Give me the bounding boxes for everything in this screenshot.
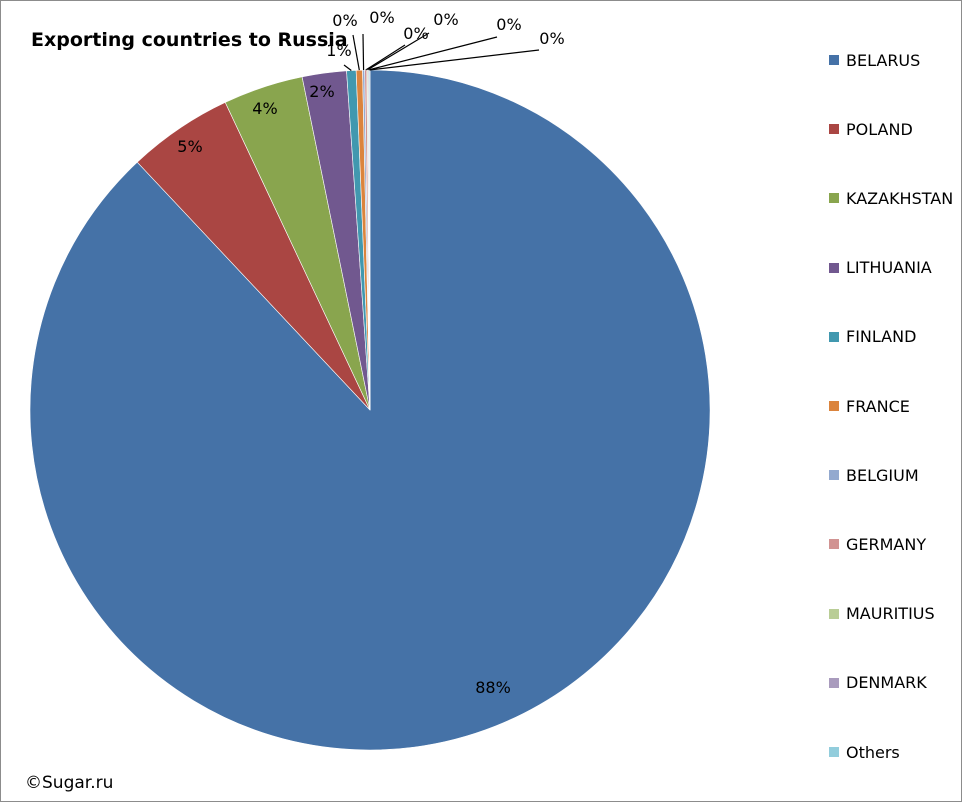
data-label-germany: 0% [403,24,428,43]
legend-item-denmark: DENMARK [829,673,927,693]
legend-item-germany: GERMANY [829,534,926,554]
legend-label: POLAND [846,119,913,139]
data-label-belgium: 0% [369,8,394,27]
leader-line-finland [343,64,352,71]
legend-label: BELGIUM [846,465,919,485]
legend-label: FRANCE [846,396,910,416]
legend-swatch [829,677,839,688]
legend-swatch [829,262,839,273]
leader-line-denmark [368,36,498,71]
legend-swatch [829,331,839,342]
leader-line-france [352,34,360,71]
legend-item-france: FRANCE [829,396,910,416]
legend-swatch [829,470,839,481]
leader-line-belgium [362,33,365,71]
legend-label: LITHUANIA [846,258,932,278]
legend-item-mauritius: MAURITIUS [829,604,935,624]
legend-item-others: Others [829,742,900,762]
legend-swatch [829,747,839,757]
data-label-others: 0% [539,29,564,48]
legend-item-belarus: BELARUS [829,50,920,70]
legend-label: FINLAND [846,327,917,347]
legend-label: KAZAKHSTAN [846,188,954,208]
legend-label: BELARUS [846,50,921,70]
data-label-mauritius: 0% [433,10,458,29]
data-label-poland: 5% [177,137,202,156]
data-label-denmark: 0% [496,15,521,34]
legend-item-lithuania: LITHUANIA [829,258,932,278]
data-label-kazakhstan: 4% [252,99,277,118]
legend-label: Others [846,742,900,762]
legend-item-kazakhstan: KAZAKHSTAN [829,188,953,208]
leader-line-germany [365,44,406,71]
legend-swatch [829,55,839,65]
legend-swatch [829,193,839,204]
leader-line-others [369,49,540,71]
legend-swatch [829,608,839,619]
legend-swatch [829,539,839,550]
legend-swatch [829,401,839,411]
copyright-credit: ©Sugar.ru [25,773,114,793]
legend-item-belgium: BELGIUM [829,465,919,485]
data-label-lithuania: 2% [309,82,334,101]
legend-item-finland: FINLAND [829,327,916,347]
data-label-finland: 1% [326,41,351,60]
data-label-belarus: 88% [475,678,511,697]
legend-item-poland: POLAND [829,119,913,139]
data-label-france: 0% [332,11,357,30]
legend-label: GERMANY [846,534,927,554]
chart-title: Exporting countries to Russia [31,29,348,51]
legend-label: DENMARK [846,673,927,693]
leader-line-mauritius [367,32,430,71]
legend-swatch [829,124,839,135]
legend-label: MAURITIUS [846,604,935,624]
